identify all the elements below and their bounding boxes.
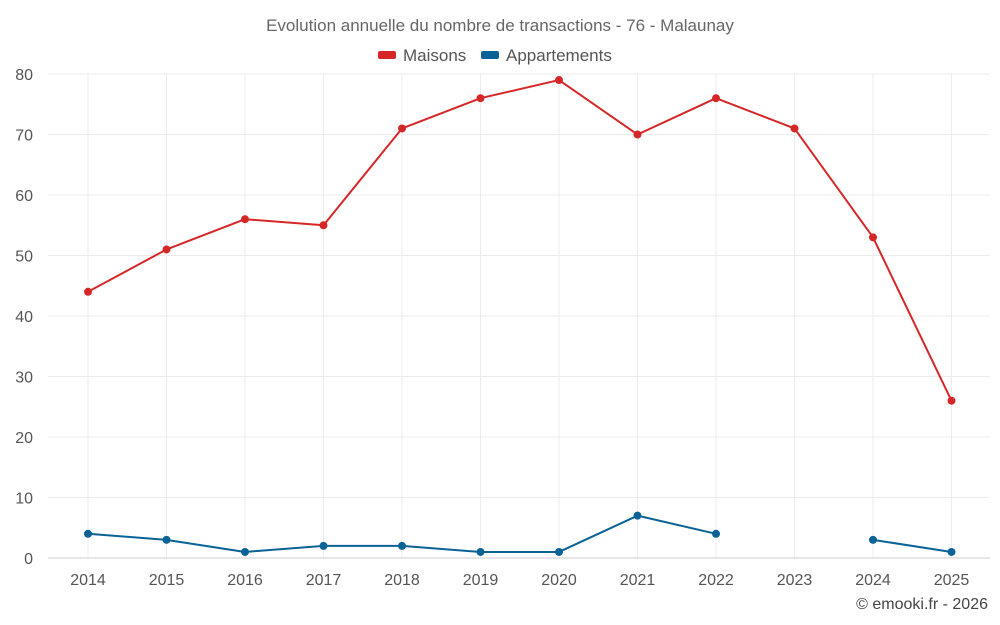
x-tick-label: 2016	[227, 572, 263, 589]
credit-text: © emooki.fr - 2026	[856, 596, 988, 613]
y-tick-label: 60	[15, 188, 33, 205]
data-point-maisons[interactable]	[555, 76, 563, 85]
data-point-appartements[interactable]	[84, 529, 92, 538]
y-tick-label: 20	[15, 430, 33, 447]
data-point-appartements[interactable]	[241, 547, 249, 556]
y-tick-label: 10	[15, 491, 33, 508]
data-point-maisons[interactable]	[398, 124, 406, 133]
y-tick-label: 50	[15, 249, 33, 266]
data-point-maisons[interactable]	[869, 233, 877, 242]
x-tick-label: 2022	[698, 572, 734, 589]
data-point-maisons[interactable]	[476, 94, 485, 103]
legend-swatch-appartements	[481, 51, 499, 59]
series-line-appartements	[872, 538, 952, 553]
data-point-appartements[interactable]	[319, 541, 328, 550]
series-line-maisons	[87, 79, 953, 402]
y-tick-label: 30	[15, 370, 33, 387]
data-point-appartements[interactable]	[555, 547, 563, 556]
x-tick-label: 2014	[70, 572, 106, 589]
x-tick-label: 2019	[463, 572, 499, 589]
x-tick-label: 2023	[777, 572, 813, 589]
legend-item-appartements[interactable]: Appartements	[481, 46, 612, 65]
legend-swatch-maisons	[378, 51, 396, 59]
data-point-maisons[interactable]	[712, 94, 720, 103]
y-tick-label: 0	[24, 551, 33, 568]
data-point-appartements[interactable]	[398, 541, 406, 550]
legend-item-maisons[interactable]: Maisons	[378, 46, 466, 65]
x-tick-label: 2015	[149, 572, 185, 589]
data-point-appartements[interactable]	[162, 535, 171, 544]
data-point-appartements[interactable]	[633, 511, 642, 520]
x-tick-label: 2020	[541, 572, 577, 589]
x-tick-label: 2017	[306, 572, 342, 589]
data-point-appartements[interactable]	[476, 547, 485, 556]
data-point-maisons[interactable]	[162, 245, 171, 254]
x-tick-label: 2018	[384, 572, 420, 589]
legend-label-maisons: Maisons	[403, 46, 466, 65]
axes: 0 10 20 30 40 50 60 70 80 2014 2015 2016 2017 2018 201…	[15, 67, 990, 589]
data-point-maisons[interactable]	[319, 221, 328, 230]
legend-label-appartements: Appartements	[506, 46, 612, 65]
data-point-maisons[interactable]	[633, 130, 642, 139]
data-point-appartements[interactable]	[947, 547, 956, 556]
x-tick-label: 2024	[855, 572, 891, 589]
y-tick-label: 80	[15, 67, 33, 84]
chart-title: Evolution annuelle du nombre de transact…	[266, 16, 734, 35]
data-point-maisons[interactable]	[241, 215, 249, 224]
x-tick-label: 2021	[620, 572, 656, 589]
x-tick-label: 2025	[934, 572, 970, 589]
data-point-maisons[interactable]	[84, 287, 92, 296]
y-tick-label: 40	[15, 309, 33, 326]
series	[84, 76, 956, 556]
legend: Maisons Appartements	[378, 46, 612, 65]
data-point-maisons[interactable]	[947, 396, 956, 405]
data-point-appartements[interactable]	[712, 529, 720, 538]
grid	[48, 73, 990, 558]
y-tick-label: 70	[15, 128, 33, 145]
data-point-maisons[interactable]	[790, 124, 799, 133]
data-point-appartements[interactable]	[869, 535, 877, 544]
